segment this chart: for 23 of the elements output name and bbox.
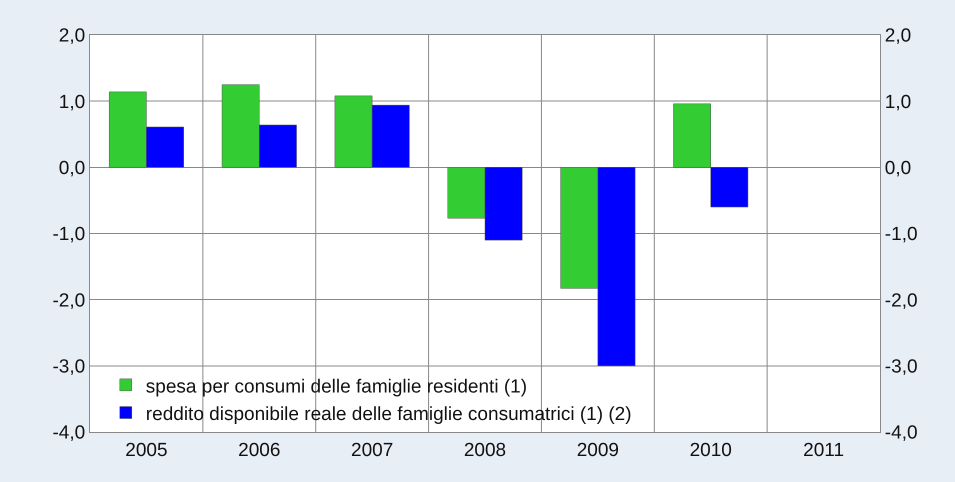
x-tick-label: 2005 (125, 440, 168, 461)
y2-tick-label: -3,0 (884, 356, 918, 378)
y-tick-label: -1,0 (52, 224, 86, 246)
x-tick-label: 2008 (464, 440, 506, 461)
y2-tick-label: 0,0 (884, 158, 912, 179)
legend-label: spesa per consumi delle famiglie residenti (1) (146, 376, 528, 398)
y-tick-label: -2,0 (52, 290, 86, 312)
y2-tick-label: 1,0 (884, 92, 912, 113)
x-tick-label: 2006 (238, 440, 280, 461)
y2-tick-label: 2,0 (884, 26, 912, 47)
legend-label: reddito disponibile reale delle famiglie consumatrici (1) (2) (146, 404, 632, 425)
y-tick-label: 1,0 (58, 92, 86, 113)
x-tick-label: 2009 (576, 440, 619, 461)
x-tick-label: 2007 (351, 440, 394, 461)
y2-tick-label: -1,0 (884, 224, 918, 246)
y-tick-label: -4,0 (52, 422, 86, 444)
x-tick-label: 2010 (690, 440, 732, 461)
y-tick-label: 2,0 (58, 26, 86, 47)
y-tick-label: -3,0 (52, 356, 86, 378)
y2-tick-label: -2,0 (884, 290, 918, 312)
x-tick-label: 2011 (803, 440, 844, 461)
y2-tick-label: -4,0 (884, 422, 918, 444)
y-tick-label: 0,0 (58, 158, 86, 179)
